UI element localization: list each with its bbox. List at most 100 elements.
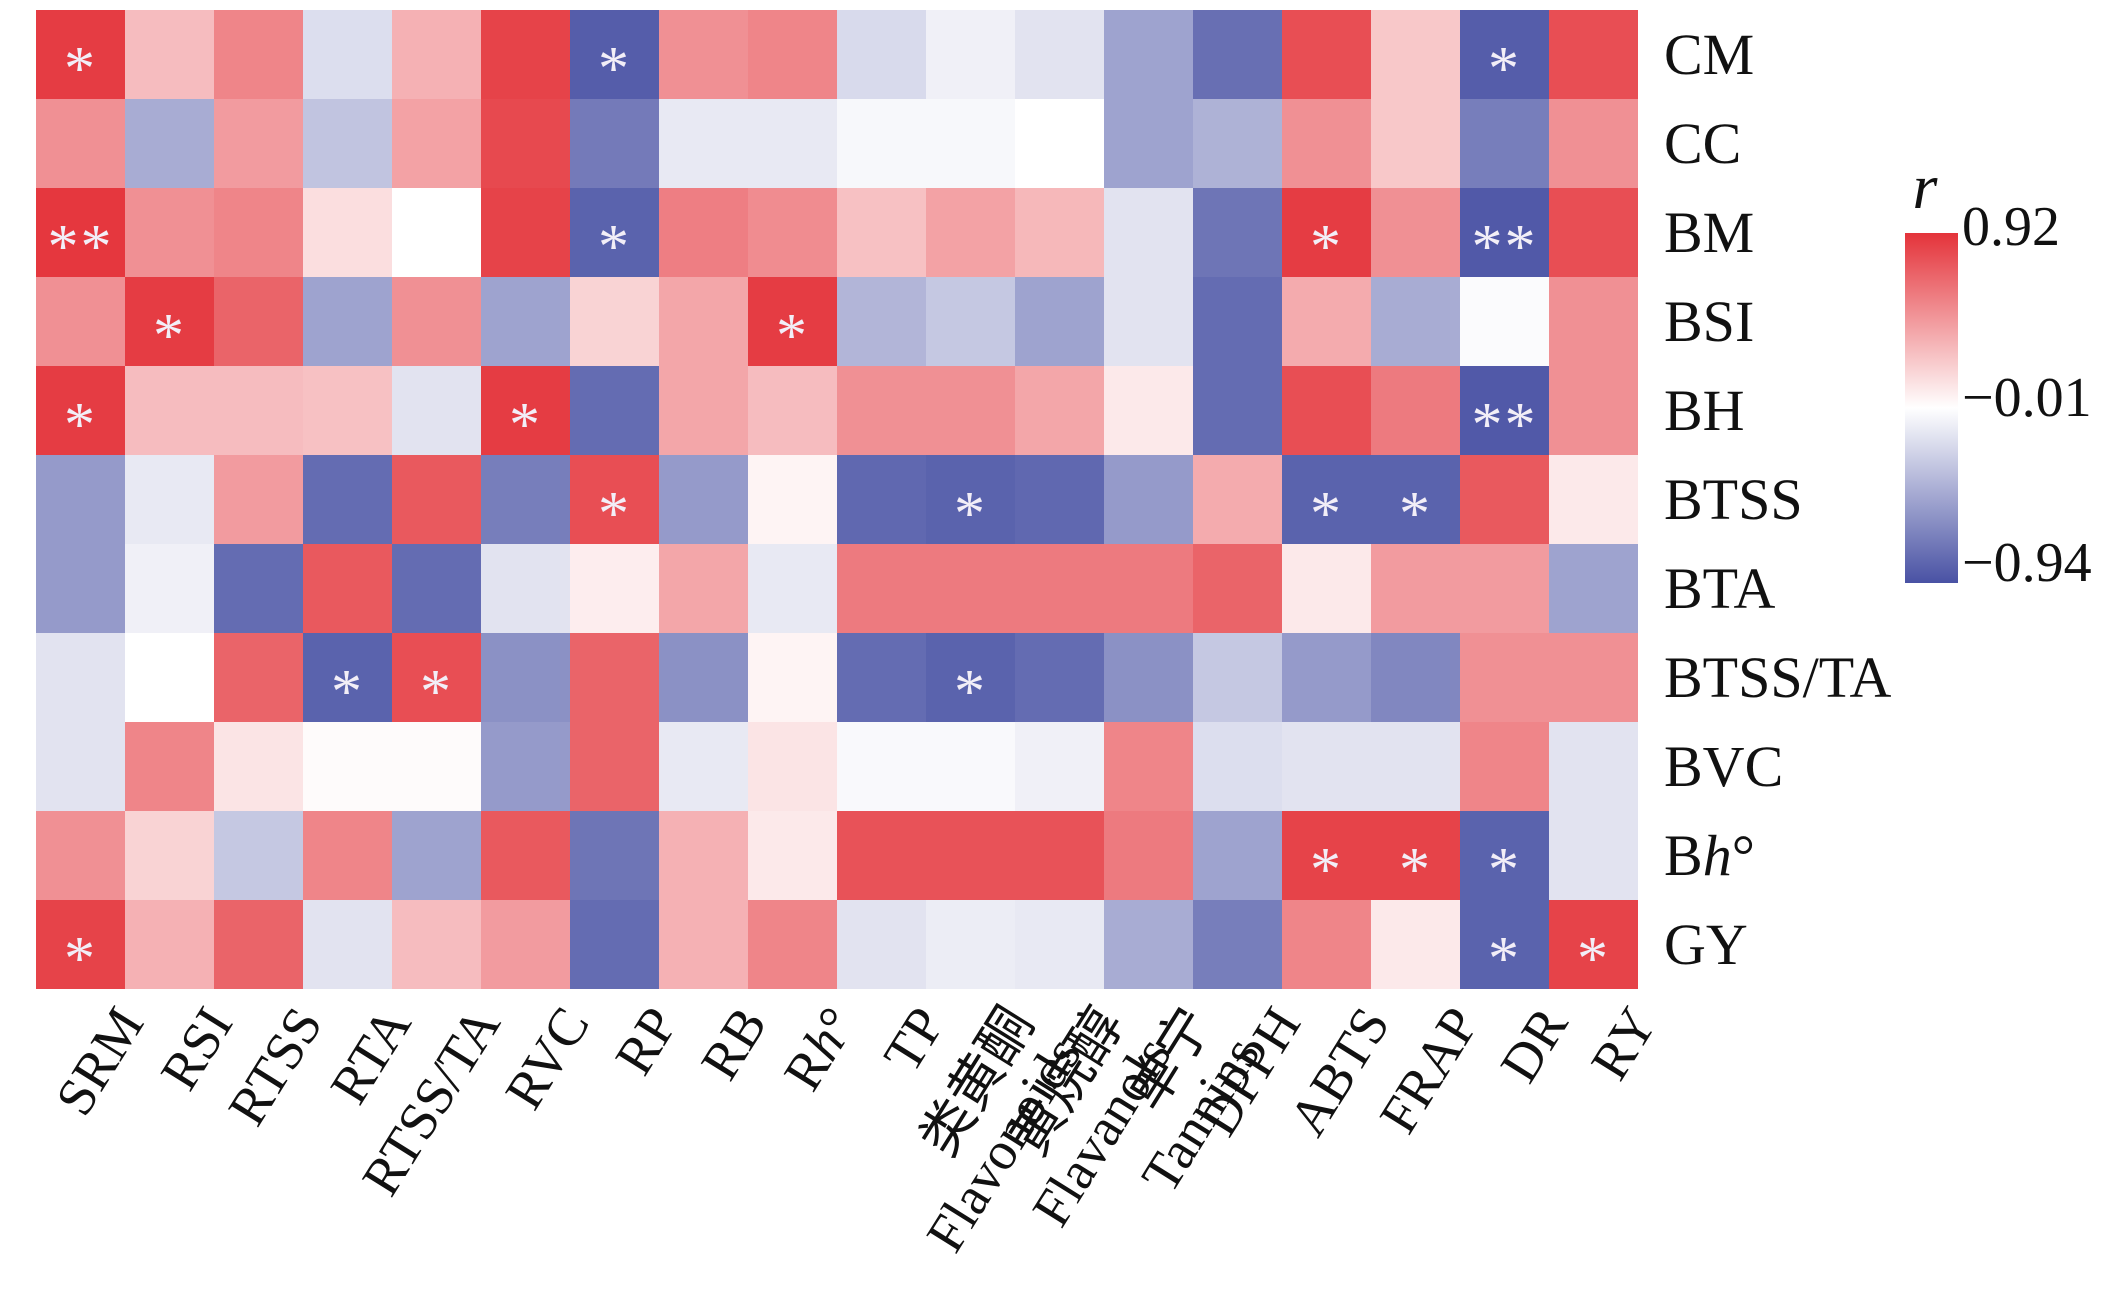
heatmap-cell (303, 366, 392, 455)
heatmap-cell (659, 455, 748, 544)
heatmap-cell (1460, 722, 1549, 811)
heatmap-cell (1193, 99, 1282, 188)
column-label-anchor: RVC (445, 997, 600, 1119)
heatmap-cell (659, 10, 748, 99)
heatmap-cell: * (36, 366, 125, 459)
heatmap-cell (125, 455, 214, 544)
heatmap-cell (481, 277, 570, 366)
heatmap-cell (1015, 188, 1104, 277)
heatmap-cell (837, 900, 926, 989)
heatmap-cell (214, 366, 303, 455)
heatmap-cell (1193, 366, 1282, 455)
heatmap-cell (837, 366, 926, 455)
heatmap-cell (303, 722, 392, 811)
row-label: BH (1664, 377, 1745, 443)
heatmap-cell: * (36, 900, 125, 990)
heatmap-cell (570, 633, 659, 722)
heatmap-cell (303, 544, 392, 633)
significance-asterisk: ** (47, 212, 114, 281)
heatmap-cell (1104, 544, 1193, 633)
heatmap-cell (926, 811, 1015, 900)
significance-asterisk: * (331, 657, 364, 726)
heatmap-cell (1460, 544, 1549, 633)
heatmap-cell (214, 811, 303, 900)
heatmap-cell (1104, 99, 1193, 188)
heatmap-cell (125, 366, 214, 455)
heatmap-cell (1193, 277, 1282, 366)
heatmap-cell (36, 277, 125, 366)
heatmap-cell: * (1460, 811, 1549, 904)
heatmap-cell (303, 455, 392, 544)
heatmap-cell (659, 188, 748, 277)
heatmap-cell (926, 188, 1015, 277)
significance-asterisk: * (776, 301, 809, 370)
heatmap-cell: * (1282, 188, 1371, 281)
heatmap-cell: * (1460, 900, 1549, 993)
heatmap-cell (125, 811, 214, 900)
heatmap-cell: * (570, 188, 659, 278)
colorbar-gradient (1905, 233, 1958, 583)
significance-asterisk: * (64, 390, 97, 459)
heatmap-cell (1104, 366, 1193, 455)
heatmap-cell (303, 188, 392, 277)
significance-asterisk: * (1310, 212, 1343, 281)
row-label: CC (1664, 110, 1742, 176)
heatmap-cell (1282, 544, 1371, 633)
heatmap-cell (926, 277, 1015, 366)
heatmap-cell (837, 188, 926, 277)
significance-asterisk: * (1310, 835, 1343, 904)
heatmap-cell: ** (36, 188, 125, 281)
heatmap-cell (1104, 277, 1193, 366)
heatmap-cell (570, 99, 659, 188)
heatmap-cell (1193, 900, 1282, 989)
column-label-anchor: RY (1547, 997, 1669, 1090)
significance-asterisk: ** (1471, 390, 1538, 459)
heatmap-cell (1460, 455, 1549, 544)
significance-asterisk: ** (1471, 212, 1538, 281)
heatmap-cell (570, 722, 659, 811)
column-label: RY (1579, 996, 1669, 1090)
heatmap-cell (481, 722, 570, 811)
heatmap-cell: * (1549, 900, 1638, 993)
heatmap-cell (1371, 99, 1460, 188)
significance-asterisk: * (1488, 835, 1521, 904)
heatmap-cell (1282, 366, 1371, 455)
heatmap-cell (214, 99, 303, 188)
heatmap-cell (1193, 722, 1282, 811)
heatmap-cell (926, 900, 1015, 989)
heatmap-cell (481, 811, 570, 900)
heatmap-cell (1460, 99, 1549, 188)
heatmap-cell (1549, 811, 1638, 900)
heatmap-cell (659, 811, 748, 900)
heatmap-cell: * (303, 633, 392, 726)
heatmap-cell: * (1282, 455, 1371, 548)
heatmap-cell (659, 722, 748, 811)
heatmap-cell (1282, 10, 1371, 99)
heatmap-cell (659, 366, 748, 455)
heatmap-cell (481, 455, 570, 544)
heatmap-cell (1460, 633, 1549, 722)
heatmap-cell (125, 722, 214, 811)
significance-asterisk: * (1310, 479, 1343, 548)
significance-asterisk: * (1399, 835, 1432, 904)
heatmap-cell (748, 544, 837, 633)
column-label-anchor: RTSS/TA (254, 997, 511, 1206)
heatmap-cell (1104, 811, 1193, 900)
significance-asterisk: * (1488, 924, 1521, 993)
heatmap-cell (392, 900, 481, 989)
heatmap-cell (481, 633, 570, 722)
significance-asterisk: * (1577, 924, 1610, 993)
heatmap-cell (1371, 10, 1460, 99)
heatmap-cell (1371, 366, 1460, 455)
heatmap-cell (1015, 811, 1104, 900)
heatmap-cell (1193, 633, 1282, 722)
row-label: BTSS (1664, 466, 1803, 532)
heatmap-cell (481, 900, 570, 989)
heatmap-cell: * (1371, 811, 1460, 904)
heatmap-cell (392, 811, 481, 900)
heatmap-cell (1015, 455, 1104, 544)
row-label: CM (1664, 21, 1755, 87)
heatmap-cell (392, 455, 481, 544)
legend-mid-label: −0.01 (1962, 367, 2092, 429)
heatmap-cell (125, 900, 214, 989)
